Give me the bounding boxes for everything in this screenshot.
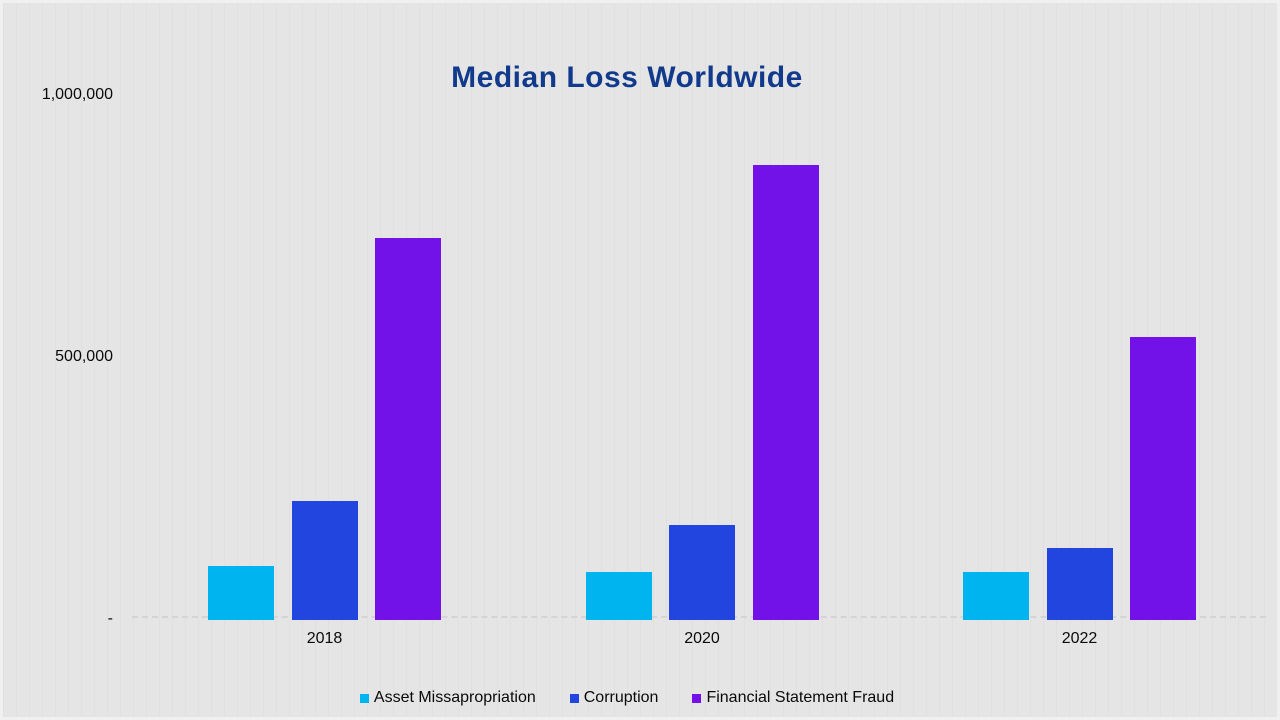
legend-swatch-icon — [692, 693, 702, 703]
y-axis-tick-label: 500,000 — [55, 348, 113, 365]
legend-label: Corruption — [583, 689, 659, 706]
x-axis-category-label: 2018 — [306, 630, 343, 647]
bar-asset-missapropriation-2018 — [208, 566, 274, 620]
legend-item-corruption: Corruption — [569, 689, 659, 707]
bar-asset-missapropriation-2020 — [586, 572, 652, 620]
legend-item-financial-statement-fraud: Financial Statement Fraud — [692, 689, 894, 707]
y-axis-tick-label: - — [107, 610, 113, 627]
bar-corruption-2022 — [1047, 548, 1113, 620]
legend-label: Financial Statement Fraud — [706, 689, 895, 706]
legend-swatch-icon — [569, 693, 579, 703]
legend-label: Asset Missapropriation — [373, 689, 536, 706]
chart-title: Median Loss Worldwide — [451, 61, 803, 94]
y-axis-tick-label: 1,000,000 — [41, 86, 113, 103]
bar-corruption-2020 — [669, 525, 735, 620]
bar-financial-statement-fraud-2020 — [753, 165, 819, 620]
bar-financial-statement-fraud-2018 — [375, 238, 441, 620]
bar-asset-missapropriation-2022 — [963, 572, 1029, 620]
legend-swatch-icon — [359, 693, 369, 703]
legend-item-asset-missapropriation: Asset Missapropriation — [359, 689, 536, 707]
x-axis-category-label: 2022 — [1061, 630, 1098, 647]
legend: Asset Missapropriation Corruption Financia… — [3, 689, 1251, 707]
bar-corruption-2018 — [292, 501, 358, 620]
bar-financial-statement-fraud-2022 — [1130, 337, 1196, 620]
x-axis-category-label: 2020 — [684, 630, 720, 647]
